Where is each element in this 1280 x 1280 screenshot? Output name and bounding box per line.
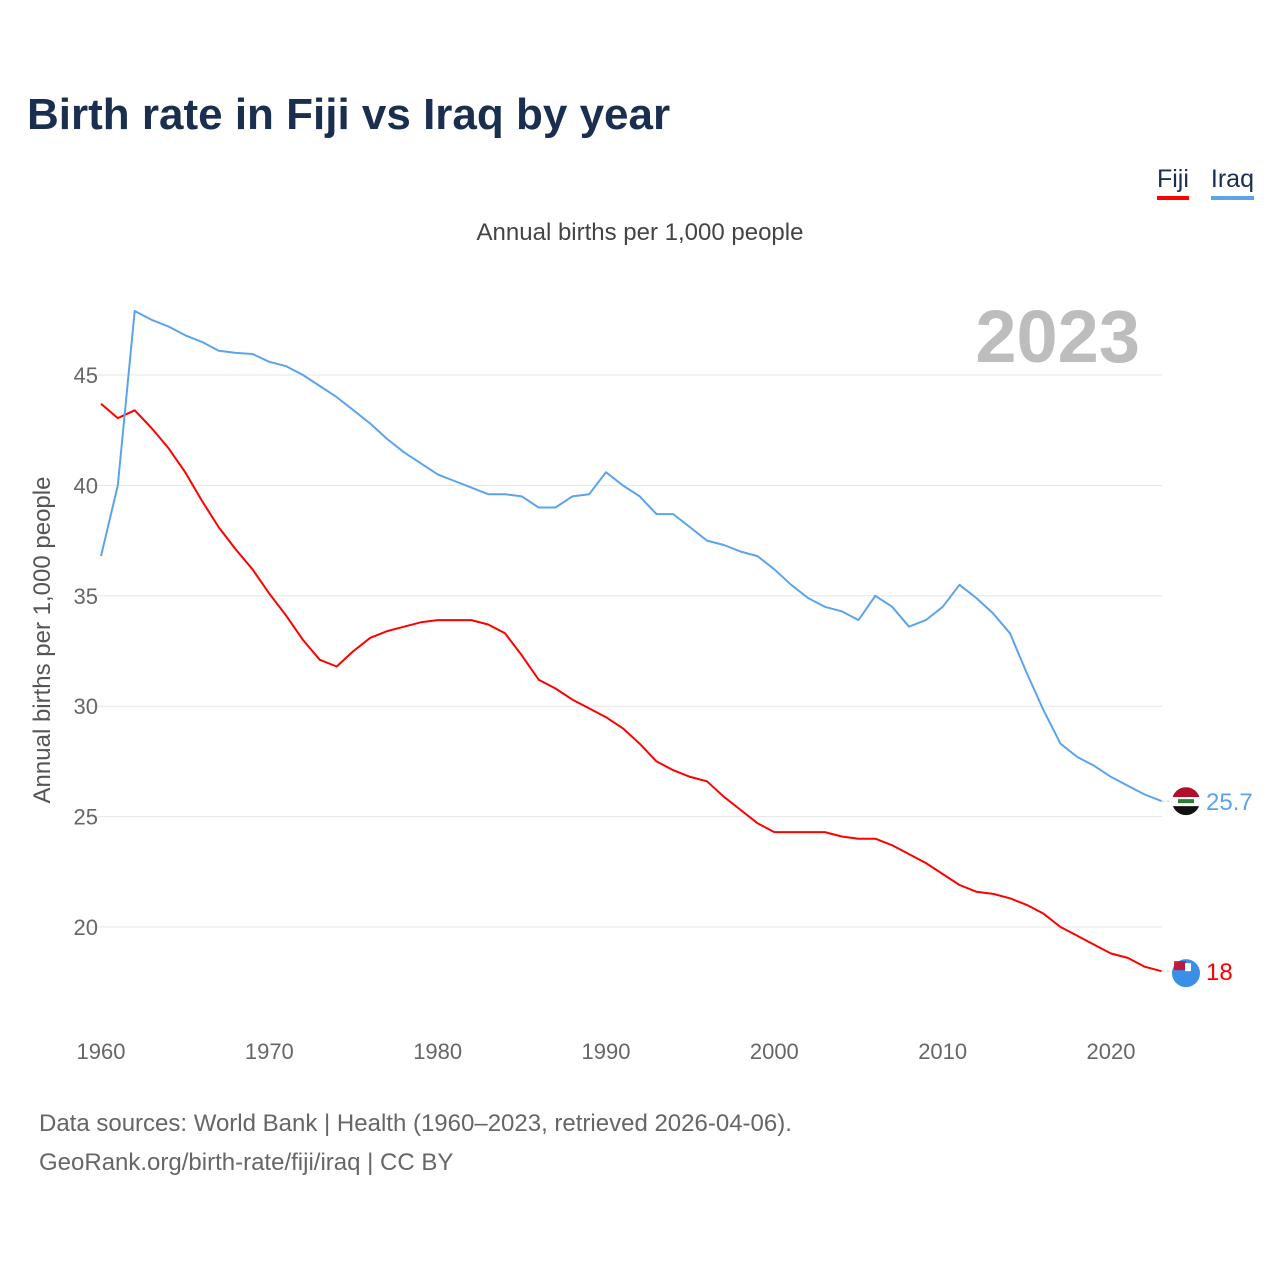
x-tick-label: 2000 [750, 1039, 799, 1064]
y-axis-label: Annual births per 1,000 people [29, 477, 56, 804]
flag-emblem [1178, 799, 1194, 804]
flag-stripe-black [1172, 806, 1200, 816]
y-tick-label: 30 [74, 694, 98, 719]
y-tick-label: 40 [74, 473, 98, 498]
x-tick-label: 2010 [918, 1039, 967, 1064]
footer: Data sources: World Bank | Health (1960–… [39, 1104, 792, 1182]
legend-item-fiji[interactable]: Fiji [1156, 165, 1189, 200]
series-line-iraq [100, 310, 1162, 803]
fiji-flag-icon [1172, 959, 1200, 988]
legend-item-iraq[interactable]: Iraq [1210, 165, 1254, 200]
x-tick-label: 1990 [582, 1039, 631, 1064]
year-label: 2023 [975, 295, 1140, 378]
data-source-text: Data sources: World Bank | Health (1960–… [39, 1110, 792, 1137]
x-tick-label: 1960 [77, 1039, 126, 1064]
source-link[interactable]: GeoRank.org/birth-rate/fiji/iraq | CC BY [39, 1149, 454, 1176]
chart-title: Birth rate in Fiji vs Iraq by year [27, 90, 671, 139]
x-tick-label: 1970 [245, 1039, 294, 1064]
iraq-flag-icon [1172, 787, 1200, 816]
x-tick-label: 2020 [1087, 1039, 1136, 1064]
flag-stripes [1172, 787, 1200, 816]
y-tick-label: 25 [74, 805, 98, 830]
y-tick-label: 35 [74, 584, 98, 609]
series-line-fiji [100, 402, 1162, 973]
flag-stripe-red [1172, 787, 1200, 798]
x-tick-label: 1980 [413, 1039, 462, 1064]
chart-subtitle: Annual births per 1,000 people [477, 219, 804, 246]
flag-shield [1185, 963, 1191, 972]
flag-canton [1174, 961, 1186, 971]
end-value-label-fiji: 18 [1206, 959, 1233, 986]
y-tick-label: 20 [74, 915, 98, 940]
y-tick-label: 45 [74, 363, 98, 388]
legend: Fiji Iraq [1156, 165, 1254, 200]
end-value-label-iraq: 25.7 [1206, 789, 1253, 816]
